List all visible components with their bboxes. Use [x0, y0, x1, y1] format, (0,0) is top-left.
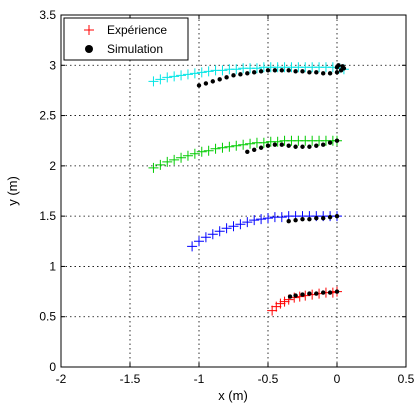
legend-label-simulation: Simulation — [107, 42, 163, 56]
legend: Expérience Simulation — [64, 18, 188, 60]
y-tick-label: 2 — [49, 159, 56, 173]
legend-marker-simulation — [85, 45, 93, 53]
data-point-dot — [314, 144, 318, 148]
legend-label-experience: Expérience — [107, 23, 167, 37]
data-point-dot — [335, 289, 339, 293]
data-point-dot — [218, 77, 222, 81]
x-tick-label: -1 — [194, 372, 205, 386]
data-point-dot — [307, 217, 311, 221]
data-point-dot — [293, 69, 297, 73]
data-point-dot — [293, 218, 297, 222]
data-point-dot — [280, 68, 284, 72]
data-point-dot — [307, 291, 311, 295]
data-point-dot — [321, 290, 325, 294]
data-point-dot — [273, 68, 277, 72]
data-point-dot — [293, 293, 297, 297]
data-point-dot — [280, 143, 284, 147]
data-point-dot — [328, 215, 332, 219]
data-point-dot — [321, 143, 325, 147]
data-point-dot — [335, 214, 339, 218]
data-point-dot — [287, 144, 291, 148]
data-point-dot — [204, 81, 208, 85]
x-tick-label: 0.5 — [398, 372, 415, 386]
data-point-dot — [245, 150, 249, 154]
x-tick-label: -1.5 — [120, 372, 141, 386]
data-point-dot — [197, 83, 201, 87]
data-point-dot — [300, 217, 304, 221]
y-tick-label: 0 — [49, 360, 56, 374]
data-point-dot — [211, 79, 215, 83]
data-point-dot — [245, 71, 249, 75]
y-tick-label: 0.5 — [39, 310, 56, 324]
data-point-dot — [335, 65, 339, 69]
data-point-dot — [328, 290, 332, 294]
data-point-dot — [340, 64, 344, 68]
y-axis-label: y (m) — [5, 176, 20, 206]
data-point-dot — [335, 139, 339, 143]
data-point-dot — [266, 68, 270, 72]
plot-background — [61, 15, 406, 367]
data-point-dot — [321, 71, 325, 75]
data-point-dot — [335, 70, 339, 74]
y-tick-label: 3.5 — [39, 8, 56, 22]
data-point-dot — [307, 145, 311, 149]
data-point-dot — [287, 68, 291, 72]
data-point-dot — [273, 143, 277, 147]
data-point-dot — [293, 145, 297, 149]
data-point-dot — [314, 216, 318, 220]
y-tick-label: 1.5 — [39, 209, 56, 223]
x-tick-label: -0.5 — [258, 372, 279, 386]
data-point-dot — [321, 216, 325, 220]
x-axis-label: x (m) — [218, 388, 248, 403]
data-point-dot — [224, 75, 228, 79]
data-point-dot — [252, 148, 256, 152]
data-point-dot — [300, 292, 304, 296]
data-point-dot — [288, 294, 292, 298]
data-point-dot — [252, 70, 256, 74]
data-point-dot — [314, 291, 318, 295]
data-point-dot — [231, 73, 235, 77]
y-tick-label: 3 — [49, 58, 56, 72]
y-tick-label: 1 — [49, 259, 56, 273]
data-point-dot — [300, 145, 304, 149]
x-tick-label: 0 — [334, 372, 341, 386]
data-point-dot — [314, 70, 318, 74]
data-point-dot — [300, 69, 304, 73]
data-point-dot — [328, 141, 332, 145]
data-point-dot — [266, 144, 270, 148]
x-tick-label: -2 — [56, 372, 67, 386]
data-point-dot — [287, 219, 291, 223]
y-tick-labels: 0 0.5 1 1.5 2 2.5 3 3.5 — [39, 8, 56, 374]
data-point-dot — [259, 146, 263, 150]
y-tick-label: 2.5 — [39, 109, 56, 123]
data-point-dot — [328, 71, 332, 75]
data-point-dot — [307, 70, 311, 74]
x-tick-labels: -2 -1.5 -1 -0.5 0 0.5 — [56, 372, 415, 386]
data-point-dot — [259, 69, 263, 73]
data-point-dot — [238, 72, 242, 76]
